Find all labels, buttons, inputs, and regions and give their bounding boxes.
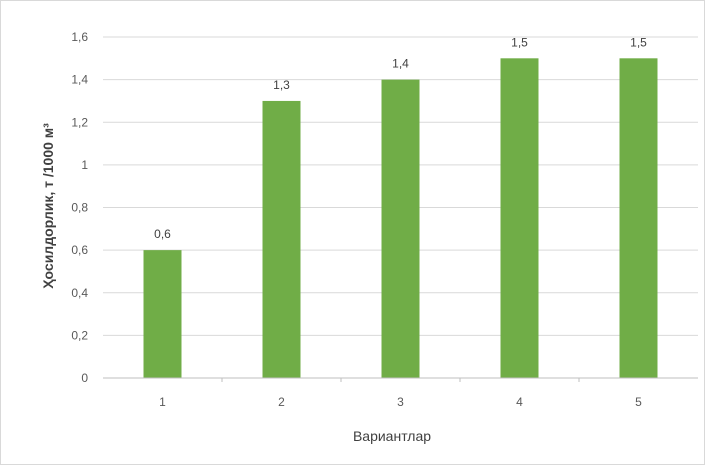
y-tick-label: 1,4 [71, 73, 88, 87]
x-tick-label: 4 [516, 395, 523, 409]
y-tick-label: 1,2 [71, 115, 88, 129]
data-label-5: 1,5 [630, 35, 647, 49]
x-tick-label: 5 [635, 395, 642, 409]
x-tick-label: 2 [278, 395, 285, 409]
x-tick-label: 3 [397, 395, 404, 409]
bar-5 [619, 58, 658, 378]
y-tick-label: 1 [81, 158, 88, 172]
bar-1 [143, 250, 182, 378]
y-tick-label: 1,6 [71, 30, 88, 44]
bars [143, 58, 658, 378]
y-tick-label: 0,4 [71, 286, 88, 300]
bar-2 [262, 100, 301, 378]
y-tick-label: 0,8 [71, 201, 88, 215]
x-axis-ticks: 1 2 3 4 5 [159, 378, 642, 409]
data-label-2: 1,3 [273, 78, 290, 92]
data-label-3: 1,4 [392, 57, 409, 71]
bar-3 [381, 79, 420, 378]
y-tick-label: 0,2 [71, 328, 88, 342]
data-label-4: 1,5 [511, 35, 528, 49]
y-tick-label: 0 [81, 371, 88, 385]
y-axis-title: Ҳосилдорлик, т /1000 м³ [40, 123, 56, 289]
data-label-1: 0,6 [154, 227, 171, 241]
y-tick-label: 0,6 [71, 243, 88, 257]
x-tick-label: 1 [159, 395, 166, 409]
x-axis-title: Вариантлар [353, 428, 431, 444]
bar-4 [500, 58, 539, 378]
data-labels: 0,6 1,3 1,4 1,5 1,5 [154, 35, 647, 241]
y-axis-ticks: 0 0,2 0,4 0,6 0,8 1 1,2 1,4 1,6 [71, 30, 88, 385]
